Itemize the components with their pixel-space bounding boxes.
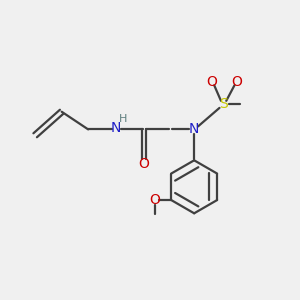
Text: N: N <box>189 122 200 136</box>
Text: H: H <box>118 114 127 124</box>
Text: O: O <box>139 157 149 171</box>
Text: O: O <box>206 75 217 89</box>
Text: O: O <box>231 75 242 89</box>
Text: N: N <box>111 121 121 135</box>
Text: O: O <box>150 193 160 207</box>
Text: S: S <box>219 98 228 111</box>
